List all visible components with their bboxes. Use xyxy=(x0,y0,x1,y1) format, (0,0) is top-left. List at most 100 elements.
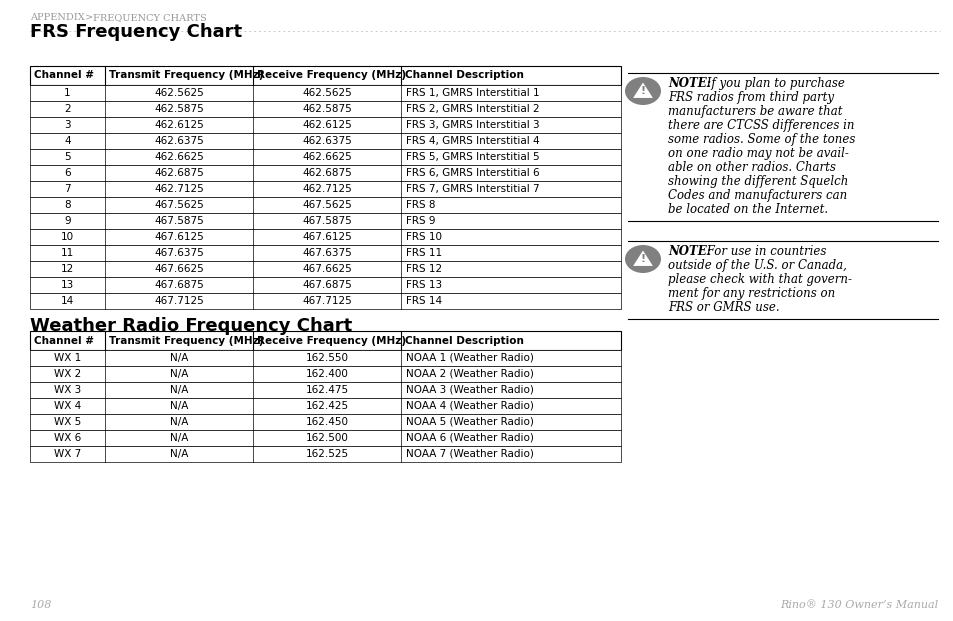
Text: NOTE:: NOTE: xyxy=(667,77,710,90)
Text: 162.450: 162.450 xyxy=(305,417,348,427)
Text: NOAA 6 (Weather Radio): NOAA 6 (Weather Radio) xyxy=(406,433,534,443)
Text: 467.6875: 467.6875 xyxy=(302,280,352,290)
Polygon shape xyxy=(633,250,652,266)
Text: 14: 14 xyxy=(61,296,74,306)
Text: Channel #: Channel # xyxy=(34,71,94,81)
Text: 467.6125: 467.6125 xyxy=(154,232,204,242)
Bar xyxy=(30,366,620,382)
Bar xyxy=(30,213,620,229)
Text: 9: 9 xyxy=(64,216,71,226)
Text: 467.6125: 467.6125 xyxy=(302,232,352,242)
Text: 467.5875: 467.5875 xyxy=(154,216,204,226)
Text: !: ! xyxy=(639,253,645,263)
Text: 162.475: 162.475 xyxy=(305,385,348,395)
Text: WX 6: WX 6 xyxy=(53,433,81,443)
Text: 462.7125: 462.7125 xyxy=(154,184,204,194)
Bar xyxy=(30,165,620,181)
Text: N/A: N/A xyxy=(170,385,188,395)
Text: FREQUENCY CHARTS: FREQUENCY CHARTS xyxy=(92,13,207,22)
Text: Codes and manufacturers can: Codes and manufacturers can xyxy=(667,189,846,202)
Bar xyxy=(30,197,620,213)
Text: FRS Frequency Chart: FRS Frequency Chart xyxy=(30,23,242,41)
Text: 462.6375: 462.6375 xyxy=(302,136,352,146)
Text: able on other radios. Charts: able on other radios. Charts xyxy=(667,161,835,174)
Text: Receive Frequency (MHz): Receive Frequency (MHz) xyxy=(256,71,406,81)
Text: Rino® 130 Owner’s Manual: Rino® 130 Owner’s Manual xyxy=(779,600,937,610)
Bar xyxy=(30,245,620,261)
Text: NOAA 2 (Weather Radio): NOAA 2 (Weather Radio) xyxy=(406,369,534,379)
Bar xyxy=(30,101,620,117)
Bar xyxy=(30,85,620,101)
Text: 6: 6 xyxy=(64,168,71,178)
Text: 462.6875: 462.6875 xyxy=(302,168,352,178)
Text: ment for any restrictions on: ment for any restrictions on xyxy=(667,287,835,300)
Text: N/A: N/A xyxy=(170,417,188,427)
Text: WX 4: WX 4 xyxy=(53,401,81,411)
Text: 10: 10 xyxy=(61,232,74,242)
Text: 3: 3 xyxy=(64,120,71,130)
Text: FRS 4, GMRS Interstitial 4: FRS 4, GMRS Interstitial 4 xyxy=(406,136,539,146)
Text: 4: 4 xyxy=(64,136,71,146)
Text: 467.6625: 467.6625 xyxy=(302,264,352,274)
Bar xyxy=(30,398,620,414)
Text: 162.425: 162.425 xyxy=(305,401,348,411)
Bar xyxy=(30,350,620,366)
Text: N/A: N/A xyxy=(170,401,188,411)
Ellipse shape xyxy=(624,77,660,105)
Bar xyxy=(30,382,620,398)
Text: NOAA 4 (Weather Radio): NOAA 4 (Weather Radio) xyxy=(406,401,534,411)
Text: showing the different Squelch: showing the different Squelch xyxy=(667,175,847,188)
Text: FRS 11: FRS 11 xyxy=(406,248,441,258)
Text: 162.400: 162.400 xyxy=(305,369,348,379)
Text: For use in countries: For use in countries xyxy=(702,245,825,258)
Text: 108: 108 xyxy=(30,600,51,610)
Text: FRS 2, GMRS Interstitial 2: FRS 2, GMRS Interstitial 2 xyxy=(406,104,539,114)
Text: FRS 12: FRS 12 xyxy=(406,264,441,274)
Text: 467.5875: 467.5875 xyxy=(302,216,352,226)
Text: 8: 8 xyxy=(64,200,71,210)
Text: 462.6375: 462.6375 xyxy=(154,136,204,146)
Text: >: > xyxy=(82,13,96,22)
Text: 162.550: 162.550 xyxy=(305,353,348,363)
Bar xyxy=(30,446,620,462)
Text: 462.5875: 462.5875 xyxy=(154,104,204,114)
Bar xyxy=(30,277,620,293)
Text: N/A: N/A xyxy=(170,369,188,379)
Ellipse shape xyxy=(624,245,660,273)
Text: NOAA 5 (Weather Radio): NOAA 5 (Weather Radio) xyxy=(406,417,534,427)
Text: Receive Frequency (MHz): Receive Frequency (MHz) xyxy=(256,335,406,345)
Text: be located on the Internet.: be located on the Internet. xyxy=(667,203,827,216)
Text: 7: 7 xyxy=(64,184,71,194)
Bar xyxy=(30,149,620,165)
Text: Transmit Frequency (MHz): Transmit Frequency (MHz) xyxy=(109,335,263,345)
Text: FRS 10: FRS 10 xyxy=(406,232,441,242)
Text: please check with that govern-: please check with that govern- xyxy=(667,273,851,286)
Text: there are CTCSS differences in: there are CTCSS differences in xyxy=(667,119,854,132)
Bar xyxy=(30,261,620,277)
Text: N/A: N/A xyxy=(170,449,188,459)
Text: 467.5625: 467.5625 xyxy=(302,200,352,210)
Bar xyxy=(30,133,620,149)
Text: Channel Description: Channel Description xyxy=(405,335,523,345)
Text: 467.7125: 467.7125 xyxy=(154,296,204,306)
Text: WX 5: WX 5 xyxy=(53,417,81,427)
Text: Transmit Frequency (MHz): Transmit Frequency (MHz) xyxy=(109,71,263,81)
Text: 467.5625: 467.5625 xyxy=(154,200,204,210)
Text: N/A: N/A xyxy=(170,353,188,363)
Text: NOAA 3 (Weather Radio): NOAA 3 (Weather Radio) xyxy=(406,385,534,395)
Bar xyxy=(30,293,620,309)
Text: 462.5875: 462.5875 xyxy=(302,104,352,114)
Text: Channel #: Channel # xyxy=(34,335,94,345)
Bar xyxy=(30,117,620,133)
Text: 467.7125: 467.7125 xyxy=(302,296,352,306)
Text: WX 2: WX 2 xyxy=(53,369,81,379)
Text: 467.6625: 467.6625 xyxy=(154,264,204,274)
Text: N/A: N/A xyxy=(170,433,188,443)
Polygon shape xyxy=(633,83,652,98)
Bar xyxy=(30,66,620,85)
Text: FRS 5, GMRS Interstitial 5: FRS 5, GMRS Interstitial 5 xyxy=(406,152,539,162)
Text: APPENDIX: APPENDIX xyxy=(30,13,85,22)
Bar xyxy=(30,181,620,197)
Text: 462.6875: 462.6875 xyxy=(154,168,204,178)
Text: 462.7125: 462.7125 xyxy=(302,184,352,194)
